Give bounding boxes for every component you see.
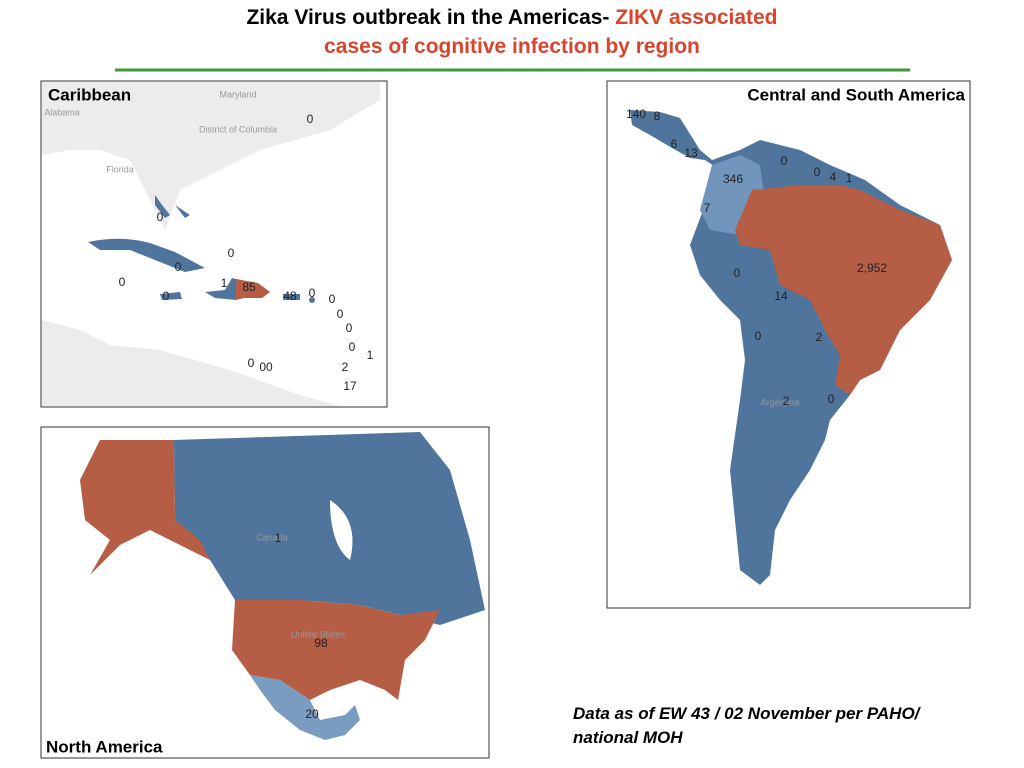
case-label: 0 — [814, 165, 821, 179]
case-label: 14 — [774, 289, 788, 303]
place-name: Alabama — [44, 107, 80, 117]
cuba — [88, 238, 205, 272]
case-label: 2 — [816, 330, 823, 344]
land — [42, 82, 380, 230]
case-label: 13 — [684, 146, 698, 160]
case-label: 1 — [275, 531, 282, 545]
island — [309, 297, 315, 303]
case-label: 8 — [654, 109, 661, 123]
case-label: 0 — [337, 307, 344, 321]
case-label: 0 — [781, 154, 788, 168]
land — [42, 320, 340, 406]
caribbean-map — [40, 80, 388, 408]
case-label: 48 — [283, 289, 297, 303]
case-label: 6 — [671, 137, 678, 151]
footnote-line: national MOH — [573, 728, 683, 747]
place-name: United States — [291, 629, 346, 639]
case-label: 0 — [309, 286, 316, 300]
title-red: ZIKV associated — [615, 6, 778, 29]
north-america-map — [40, 426, 490, 759]
case-label: 2 — [342, 360, 349, 374]
united-states — [232, 600, 440, 700]
case-label: 0 — [248, 356, 255, 370]
hudson-bay — [330, 500, 353, 560]
title-black: Zika Virus outbreak in the Americas- — [246, 6, 610, 29]
case-label: 1 — [367, 348, 374, 362]
case-label: 2 — [783, 394, 790, 408]
place-name: Maryland — [219, 89, 256, 99]
canada — [174, 432, 485, 625]
case-label: 00 — [259, 360, 273, 374]
case-label: 0 — [349, 340, 356, 354]
case-label: 17 — [343, 379, 357, 393]
case-label: 85 — [242, 280, 256, 294]
case-label: 0 — [228, 246, 235, 260]
title: Zika Virus outbreak in the Americas- ZIK… — [0, 3, 1024, 61]
place-name: Florida — [106, 164, 134, 174]
case-label: 7 — [704, 201, 711, 215]
case-label: 0 — [828, 392, 835, 406]
alaska — [80, 440, 210, 575]
case-label: 0 — [175, 260, 182, 274]
footnote-line: Data as of EW 43 / 02 November per PAHO/ — [573, 704, 920, 723]
case-label: 346 — [723, 172, 743, 186]
case-label: 0 — [157, 210, 164, 224]
puerto-rico — [283, 294, 300, 300]
case-label: 140 — [626, 107, 646, 121]
place-name: District of Columbia — [199, 124, 277, 134]
case-label: 0 — [346, 321, 353, 335]
place-name: Canada — [256, 532, 288, 542]
case-label: 0 — [329, 292, 336, 306]
jamaica — [160, 292, 182, 300]
case-label: 4 — [830, 170, 837, 184]
case-label: 0 — [163, 289, 170, 303]
case-label: 20 — [305, 707, 319, 721]
case-label: 0 — [755, 329, 762, 343]
brazil — [735, 185, 952, 395]
central-south-america-map — [606, 80, 971, 609]
case-label: 1 — [846, 171, 853, 185]
bahamas — [155, 195, 190, 218]
dominican-republic — [236, 279, 270, 300]
case-label: 1 — [221, 276, 228, 290]
mexico — [250, 675, 360, 740]
panel-title: North America — [46, 737, 163, 756]
case-label: 0 — [307, 112, 314, 126]
case-label: 2,952 — [857, 261, 887, 275]
place-name: Argentina — [761, 397, 800, 407]
case-label: 0 — [119, 275, 126, 289]
central-america — [630, 110, 720, 170]
panel-title: Caribbean — [48, 85, 131, 104]
case-label: 98 — [314, 636, 328, 650]
panel-title: Central and South America — [747, 85, 965, 104]
title-red: cases of cognitive infection by region — [324, 35, 700, 58]
case-label: 0 — [734, 266, 741, 280]
footnote: Data as of EW 43 / 02 November per PAHO/… — [573, 702, 919, 750]
haiti — [205, 278, 240, 300]
